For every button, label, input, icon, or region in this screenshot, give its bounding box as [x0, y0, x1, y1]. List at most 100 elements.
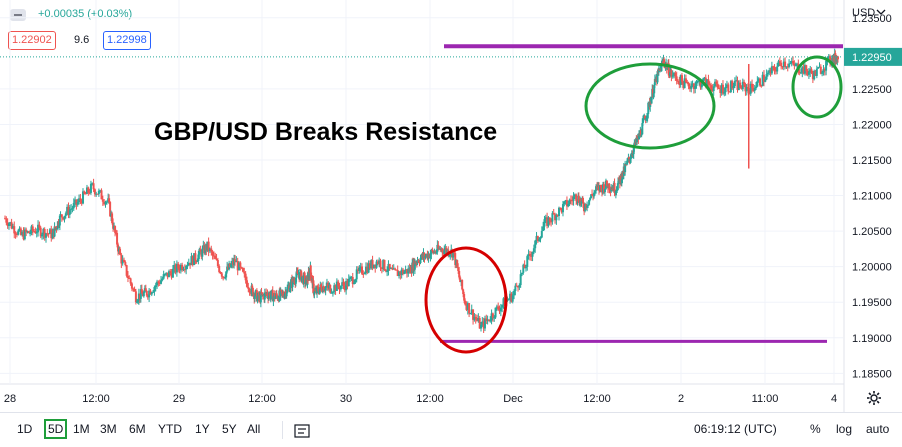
candle-body — [613, 182, 616, 193]
candle — [279, 287, 282, 301]
candle-body — [760, 85, 763, 87]
candle-body — [68, 209, 71, 215]
candle — [799, 68, 802, 74]
candle-body — [556, 214, 559, 216]
candle — [390, 267, 393, 270]
candle — [392, 264, 395, 270]
date-range-icon[interactable] — [293, 423, 311, 439]
candle — [267, 291, 270, 301]
candle-body — [550, 221, 553, 223]
candle-body — [784, 61, 787, 67]
candle — [625, 164, 628, 166]
candle-body — [185, 265, 188, 270]
candle — [349, 275, 352, 283]
candle-body — [112, 222, 115, 229]
candle — [21, 230, 24, 237]
candle-body — [643, 116, 646, 119]
candle — [179, 263, 182, 274]
candle-body — [483, 318, 486, 329]
timeframe-all[interactable]: All — [247, 422, 261, 436]
candle — [27, 230, 30, 234]
candle-body — [392, 268, 395, 270]
candle-body — [44, 233, 47, 238]
candle-body — [811, 73, 814, 80]
candle — [331, 290, 334, 297]
candle — [67, 202, 70, 219]
candle-body — [281, 290, 284, 294]
candle — [53, 222, 56, 238]
price-chart[interactable]: 1.18500 1.19000 1.19500 1.20000 1.20500 1.210… — [0, 0, 902, 412]
candle — [5, 216, 8, 226]
candle-body — [160, 280, 163, 284]
candle-body — [60, 214, 63, 218]
timeframe-ytd[interactable]: YTD — [158, 422, 182, 436]
candle-body — [27, 231, 30, 234]
candle-body — [540, 231, 543, 238]
candle-body — [358, 267, 361, 271]
auto-toggle[interactable]: auto — [866, 422, 890, 436]
candle — [240, 266, 243, 270]
candle-body — [569, 199, 572, 201]
candle — [396, 265, 399, 277]
ask-price-button[interactable]: 1.22998 — [103, 31, 151, 50]
chevron-down-icon[interactable] — [876, 9, 886, 15]
candle-body — [150, 292, 153, 295]
candle-body — [337, 281, 340, 287]
candle-body — [735, 80, 738, 82]
candle — [777, 59, 780, 67]
candle-body — [645, 118, 648, 121]
candle-body — [473, 316, 476, 320]
candle-body — [740, 87, 743, 90]
candle-body — [684, 78, 687, 83]
candle-body — [234, 259, 237, 263]
candle-body — [366, 266, 369, 273]
candle — [653, 74, 656, 88]
timeframe-5y[interactable]: 5Y — [222, 422, 237, 436]
candle-body — [405, 269, 408, 274]
candle-body — [357, 269, 360, 271]
clock-time[interactable]: 06:19:12 (UTC) — [694, 422, 777, 436]
bid-price-button[interactable]: 1.22902 — [8, 31, 56, 50]
candle — [18, 226, 21, 232]
candle — [712, 83, 715, 96]
candle-body — [756, 81, 759, 87]
candle — [341, 277, 344, 289]
candle-body — [618, 177, 621, 180]
log-toggle[interactable]: log — [836, 422, 853, 436]
candle-body — [733, 80, 736, 87]
candle — [63, 215, 66, 223]
timeframe-1y[interactable]: 1Y — [195, 422, 210, 436]
candle-body — [395, 269, 398, 271]
candle — [132, 287, 135, 292]
timeframe-3m[interactable]: 3M — [100, 422, 117, 436]
candle-body — [198, 249, 201, 255]
timeframe-1m[interactable]: 1M — [73, 422, 90, 436]
x-tick-label: 30 — [340, 393, 352, 405]
candle-body — [462, 289, 465, 295]
candle — [761, 71, 764, 87]
candle — [682, 80, 685, 90]
candle — [43, 227, 46, 241]
candle — [474, 314, 477, 324]
candle — [646, 114, 649, 122]
x-tick-label: 11:00 — [752, 393, 779, 405]
percent-toggle[interactable]: % — [810, 422, 821, 436]
candle — [259, 289, 262, 308]
candle-body — [85, 187, 88, 194]
settings-gear-icon[interactable] — [866, 390, 882, 406]
candle-body — [542, 226, 545, 232]
candle — [639, 128, 642, 137]
candle-body — [97, 190, 100, 195]
candle — [46, 228, 49, 237]
candle-body — [83, 191, 86, 194]
currency-label[interactable]: USD — [852, 7, 875, 19]
candle — [345, 278, 348, 295]
candle-body — [121, 259, 124, 264]
candle — [817, 66, 820, 69]
timeframe-6m[interactable]: 6M — [129, 422, 146, 436]
timeframe-1d[interactable]: 1D — [17, 422, 33, 436]
candle-body — [692, 83, 695, 90]
candle — [546, 212, 549, 229]
timeframe-5d[interactable]: 5D — [44, 419, 68, 439]
candle — [47, 232, 50, 238]
